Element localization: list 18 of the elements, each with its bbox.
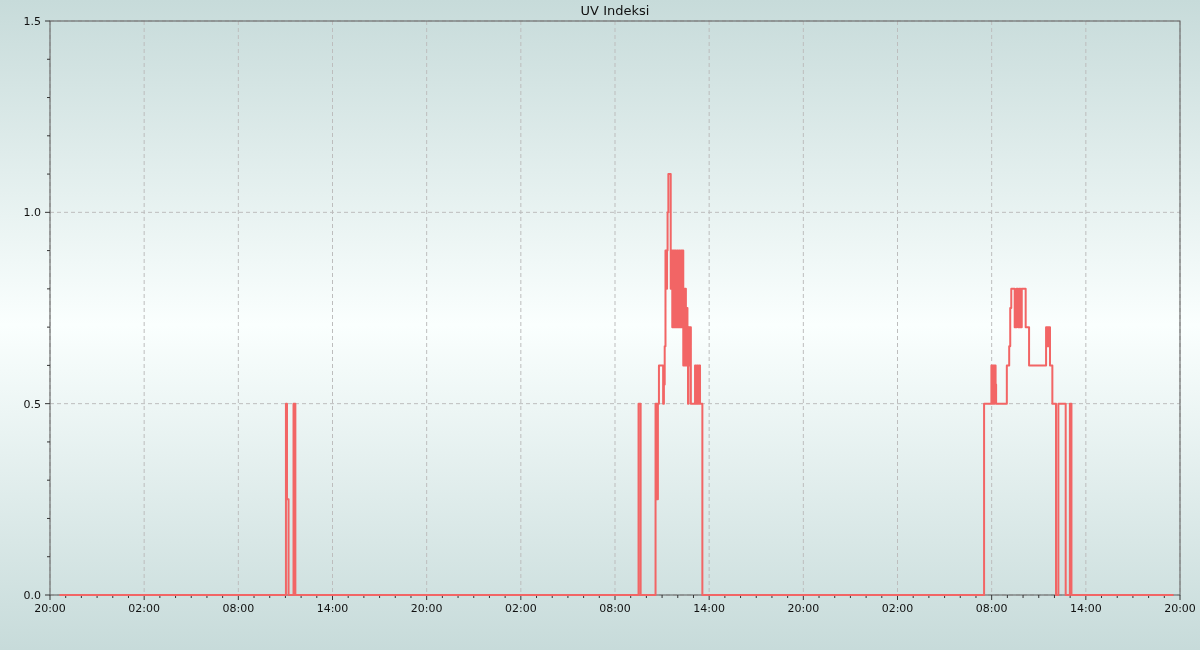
x-tick-label: 08:00 [222,602,255,615]
x-tick-label: 08:00 [975,602,1008,615]
y-tick-label: 1.5 [23,14,41,28]
x-tick-label: 20:00 [1164,602,1196,615]
x-tick-label: 14:00 [316,602,349,615]
chart-title: UV Indeksi [580,3,650,18]
y-tick-label: 1.0 [23,206,41,220]
x-tick-label: 02:00 [881,602,914,615]
y-tick-label: 0.5 [23,397,41,411]
x-tick-label: 14:00 [693,602,726,615]
x-tick-label: 02:00 [128,602,161,615]
x-tick-label: 20:00 [34,602,66,615]
y-tick-label: 0.0 [23,588,41,602]
x-tick-label: 20:00 [410,602,443,615]
x-tick-label: 02:00 [504,602,537,615]
x-tick-label: 14:00 [1069,602,1102,615]
x-tick-label: 08:00 [599,602,631,615]
x-tick-label: 20:00 [787,602,820,615]
